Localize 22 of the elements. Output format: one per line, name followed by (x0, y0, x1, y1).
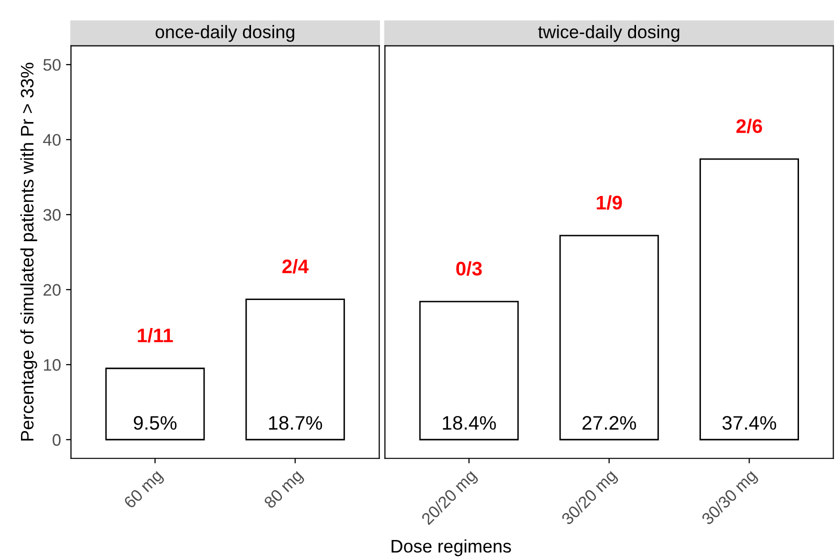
annotation: 0/3 (456, 261, 482, 276)
data-label: 9.5% (134, 416, 177, 430)
y-tick-label: 10 (44, 359, 61, 371)
data-label: 18.4% (442, 416, 496, 430)
annotation: 2/4 (282, 259, 309, 274)
y-tick-label: 40 (43, 134, 61, 146)
data-label: 18.7% (269, 416, 322, 430)
y-axis-title: Percentage of simulated patients with Pr > 33% (20, 62, 38, 441)
y-tick-label: 20 (44, 284, 61, 296)
y-tick-label: 50 (43, 58, 61, 71)
chart-title: twice-daily dosing (538, 25, 680, 42)
annotation: 1/11 (138, 328, 173, 343)
annotation: 1/9 (596, 195, 622, 210)
annotation: 2/6 (736, 118, 762, 134)
data-label: 37.4% (722, 416, 776, 430)
chart-title: once-daily dosing (156, 25, 294, 42)
y-tick-label: 30 (43, 209, 61, 221)
x-axis-title: Dose regimens (392, 539, 511, 556)
x-tick-label: 60 mg (123, 469, 166, 512)
x-tick-label: 80 mg (263, 469, 306, 512)
data-label: 27.2% (582, 416, 636, 430)
y-tick-label: 0 (52, 434, 61, 446)
